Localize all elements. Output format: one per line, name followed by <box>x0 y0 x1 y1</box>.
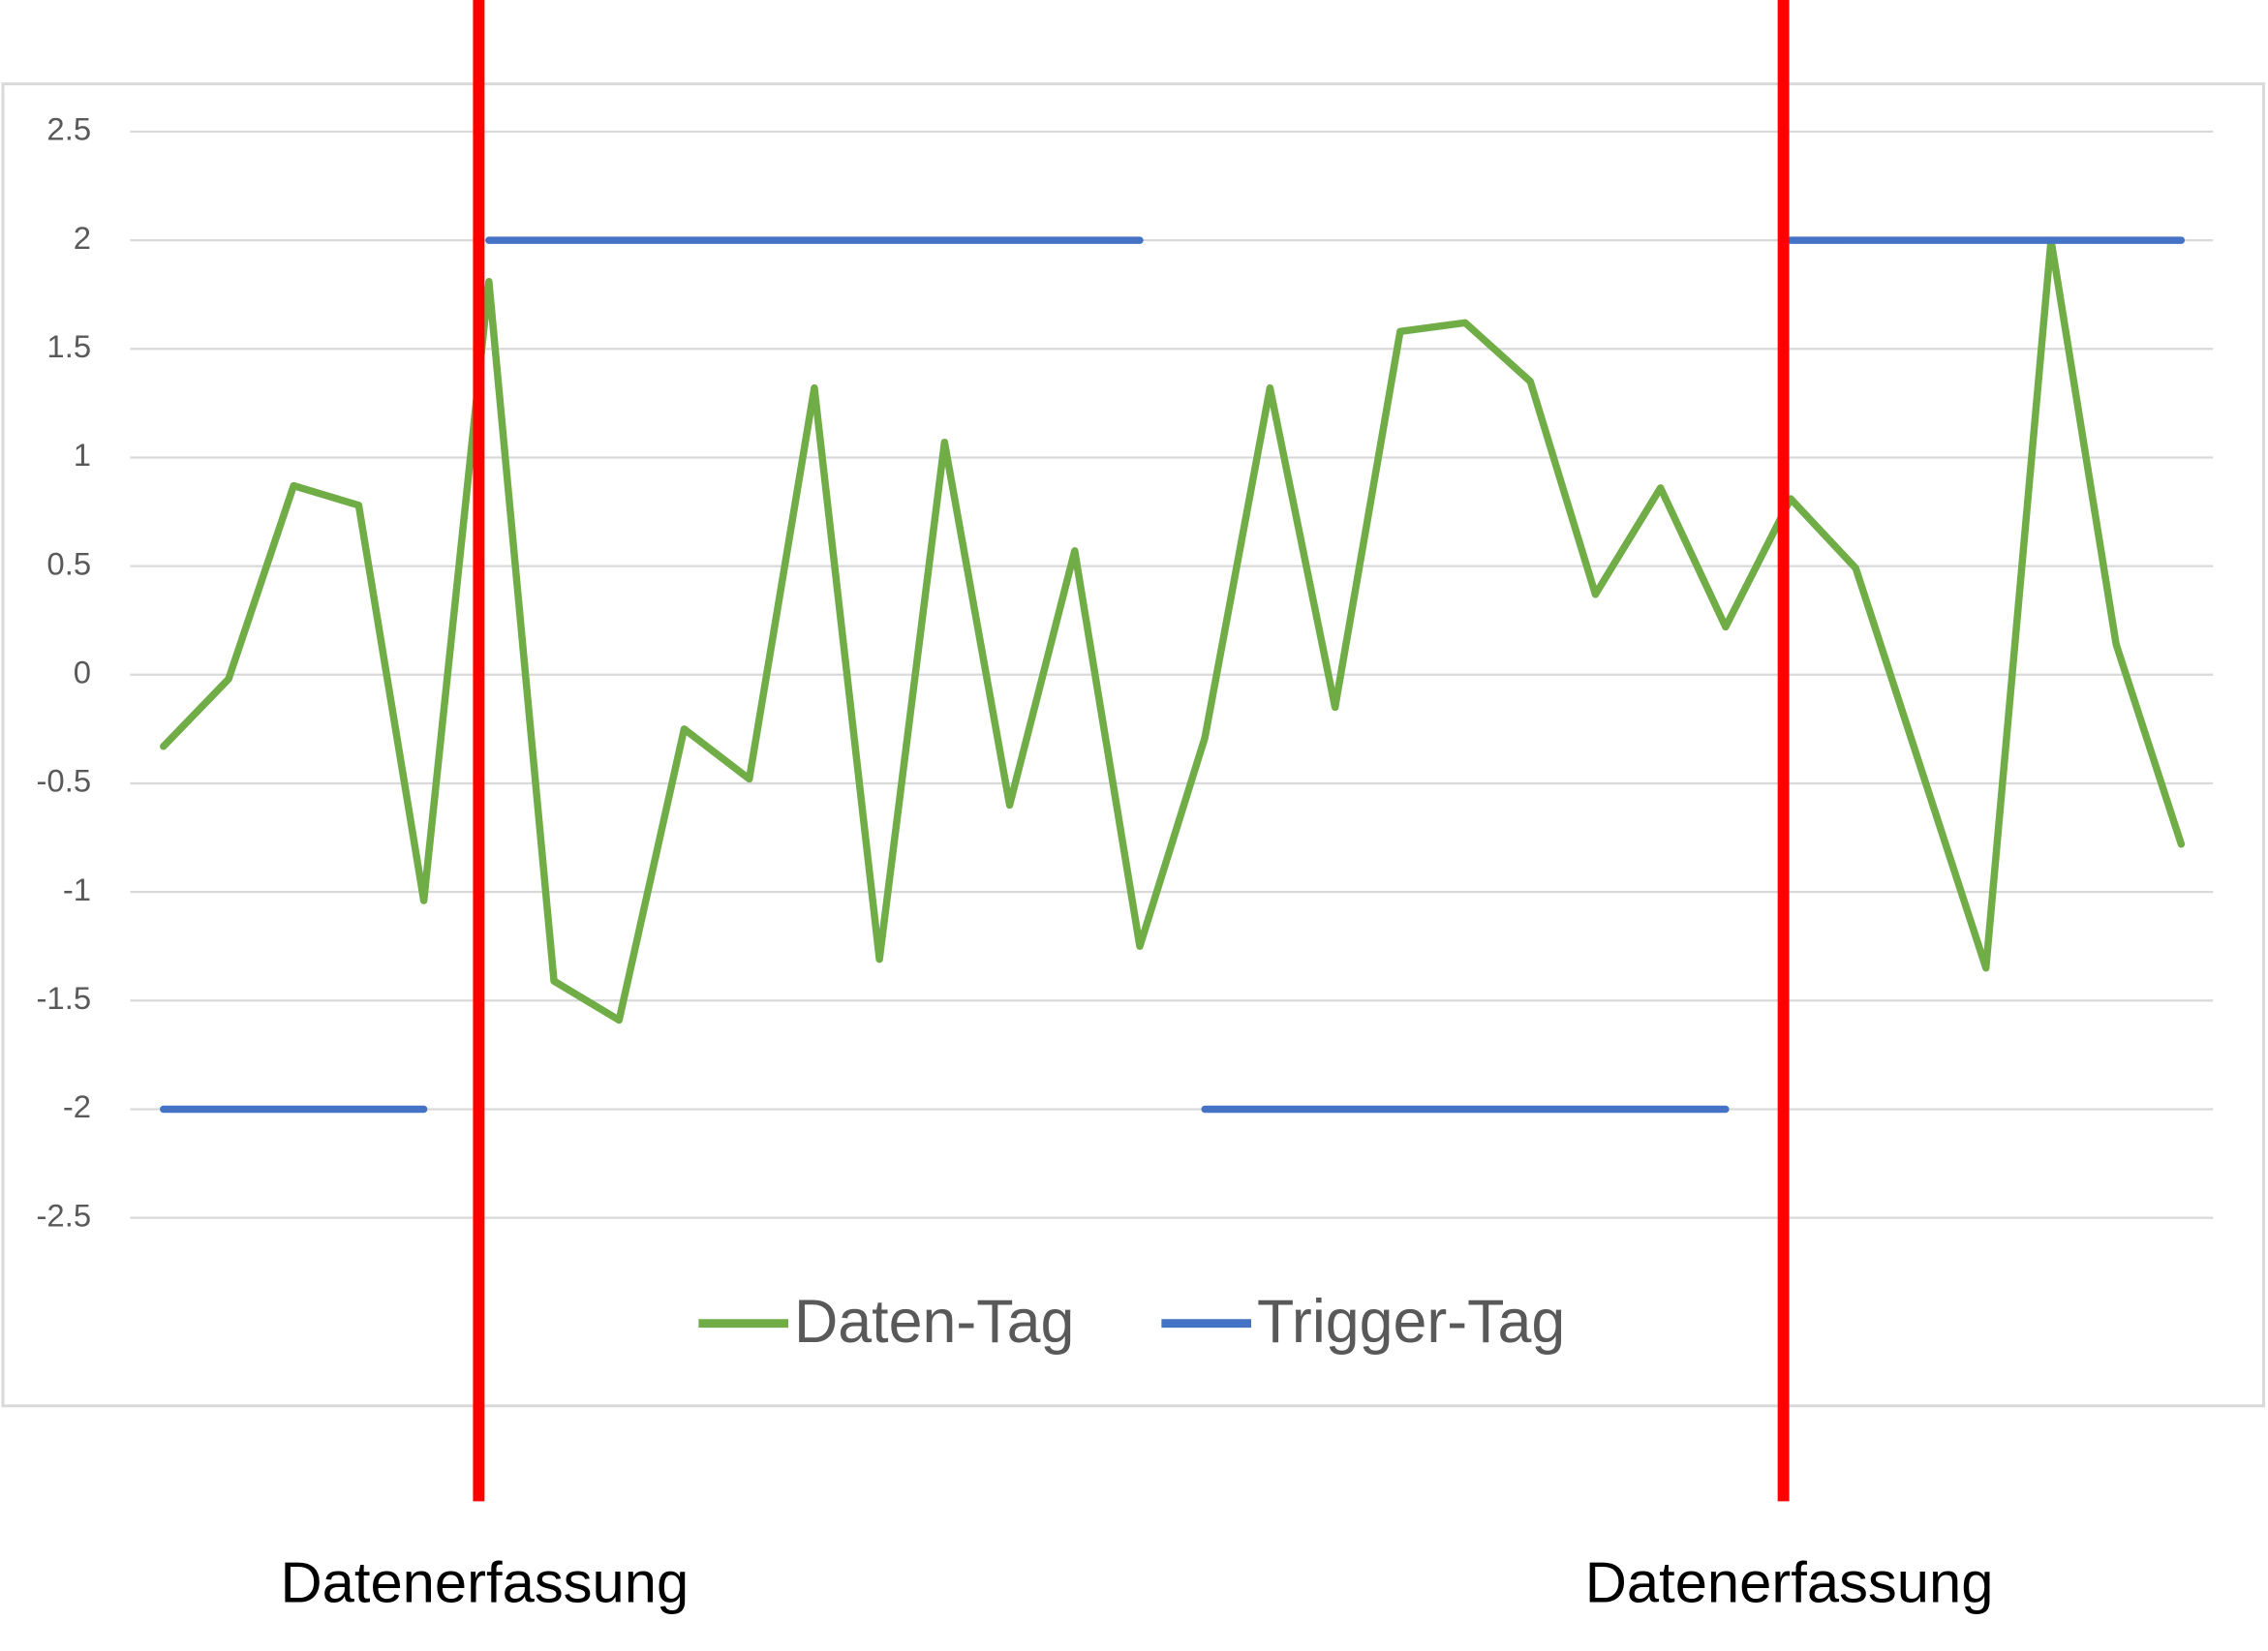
y-tick-label: 0.5 <box>46 545 91 581</box>
series-line <box>160 236 2186 1024</box>
y-tick-label: -2 <box>63 1088 91 1124</box>
y-tick-label: -0.5 <box>36 763 91 799</box>
annotation: Datenerfassung <box>1585 1549 1994 1614</box>
y-tick-label: 2.5 <box>46 111 91 147</box>
y-tick-label: 0 <box>74 654 91 689</box>
y-tick-label: 1 <box>74 437 91 473</box>
y-tick-label: -1.5 <box>36 980 91 1016</box>
annotation: Datenerfassung <box>280 1549 689 1614</box>
y-tick-label: -1 <box>63 871 91 907</box>
y-tick-label: 2 <box>74 220 91 256</box>
chart-frame <box>1 82 2266 1408</box>
legend-label: Daten-Tag <box>794 1288 1074 1356</box>
y-tick-label: -2.5 <box>36 1197 91 1233</box>
y-tick-label: 1.5 <box>46 328 91 364</box>
legend-label: Trigger-Tag <box>1257 1288 1565 1356</box>
